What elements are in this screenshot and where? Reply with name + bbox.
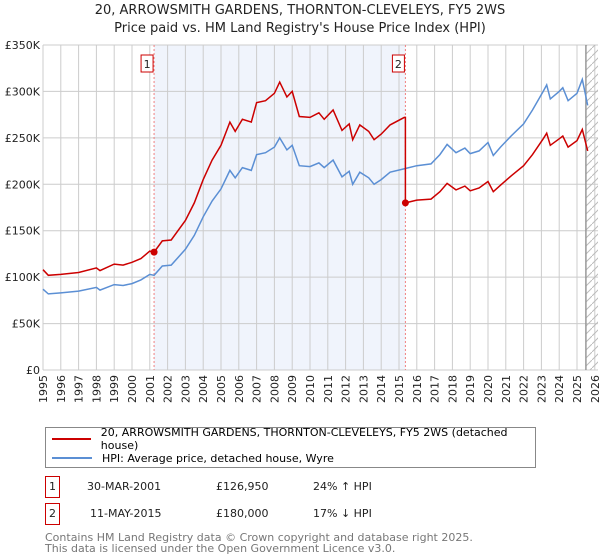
- y-tick-label: £100K: [5, 271, 41, 284]
- transaction-date: 11-MAY-2015: [90, 507, 162, 520]
- transaction-price: £126,950: [216, 480, 269, 493]
- y-tick-label: £300K: [5, 85, 41, 98]
- marker-label: 2: [395, 58, 402, 71]
- legend-swatch-blue: [52, 457, 92, 459]
- x-tick-label: 1996: [55, 375, 68, 403]
- marker-box: [391, 54, 405, 73]
- transaction-date: 30-MAR-2001: [87, 480, 162, 493]
- x-tick-label: 2002: [162, 375, 175, 403]
- chart-subtitle: Price paid vs. HM Land Registry's House …: [114, 21, 486, 36]
- x-tick-label: 2009: [286, 375, 299, 403]
- sale-point: [150, 248, 158, 256]
- legend-label-property: 20, ARROWSMITH GARDENS, THORNTON-CLEVELE…: [100, 426, 508, 452]
- marker-box: [140, 54, 154, 73]
- x-tick-label: 2026: [589, 375, 600, 403]
- transaction-price: £180,000: [216, 507, 269, 520]
- x-tick-label: 1999: [108, 375, 121, 403]
- x-tick-label: 2024: [553, 375, 566, 403]
- x-tick-label: 2014: [375, 375, 388, 403]
- x-tick-label: 2006: [233, 375, 246, 403]
- x-tick-label: 2022: [518, 375, 531, 403]
- x-tick-label: 2017: [429, 375, 442, 403]
- transaction-number: 2: [45, 503, 60, 525]
- y-tick-label: £0: [26, 364, 40, 377]
- x-tick-label: 1997: [73, 375, 86, 403]
- x-tick-label: 2013: [357, 375, 370, 403]
- marker-label: 1: [144, 58, 151, 71]
- y-tick-label: £250K: [5, 132, 41, 145]
- x-tick-label: 2003: [179, 375, 192, 403]
- x-tick-label: 2012: [340, 375, 353, 403]
- y-tick-label: £200K: [5, 178, 41, 191]
- x-tick-label: 2023: [535, 375, 548, 403]
- x-tick-label: 1998: [90, 375, 103, 403]
- x-tick-label: 2020: [482, 375, 495, 403]
- y-tick-label: £150K: [5, 225, 41, 238]
- transaction-hpi: 17% ↓ HPI: [313, 507, 372, 520]
- legend-item-property: 20, ARROWSMITH GARDENS, THORNTON-CLEVELE…: [52, 426, 535, 452]
- footer: Contains HM Land Registry data © Crown c…: [45, 532, 473, 554]
- x-tick-label: 1995: [37, 375, 50, 403]
- x-tick-label: 2011: [322, 375, 335, 403]
- legend-label-hpi: HPI: Average price, detached house, Wyre: [102, 451, 334, 465]
- chart-title: 20, ARROWSMITH GARDENS, THORNTON-CLEVELE…: [94, 3, 506, 18]
- x-tick-label: 2019: [464, 375, 477, 403]
- x-tick-label: 2000: [126, 375, 139, 403]
- transaction-hpi: 24% ↑ HPI: [313, 480, 372, 493]
- x-tick-label: 2001: [144, 375, 157, 403]
- footer-copyright: Contains HM Land Registry data © Crown c…: [45, 531, 473, 544]
- x-tick-label: 2021: [500, 375, 513, 403]
- x-tick-label: 2007: [251, 375, 264, 403]
- footer-licence: This data is licensed under the Open Gov…: [45, 542, 396, 555]
- y-tick-label: £350K: [5, 39, 41, 52]
- x-tick-label: 2004: [197, 375, 210, 403]
- x-tick-label: 2018: [446, 375, 459, 403]
- x-tick-label: 2008: [268, 375, 281, 403]
- x-tick-label: 2010: [304, 375, 317, 403]
- legend-item-hpi: HPI: Average price, detached house, Wyre: [52, 450, 334, 466]
- sale-point: [401, 199, 409, 207]
- y-tick-label: £50K: [12, 318, 41, 331]
- x-tick-label: 2025: [571, 375, 584, 403]
- hpi-line: [42, 76, 589, 295]
- legend: 20, ARROWSMITH GARDENS, THORNTON-CLEVELE…: [45, 426, 536, 468]
- forecast-hatch: [585, 45, 598, 370]
- transaction-number: 1: [45, 476, 60, 498]
- price-chart: 1995 1996 1997 1998 1999 2000 2001 2002 2003 2004…: [5, 39, 600, 403]
- legend-swatch-red: [52, 438, 91, 440]
- x-tick-label: 2015: [393, 375, 406, 403]
- x-tick-label: 2016: [411, 375, 424, 403]
- x-tick-label: 2005: [215, 375, 228, 403]
